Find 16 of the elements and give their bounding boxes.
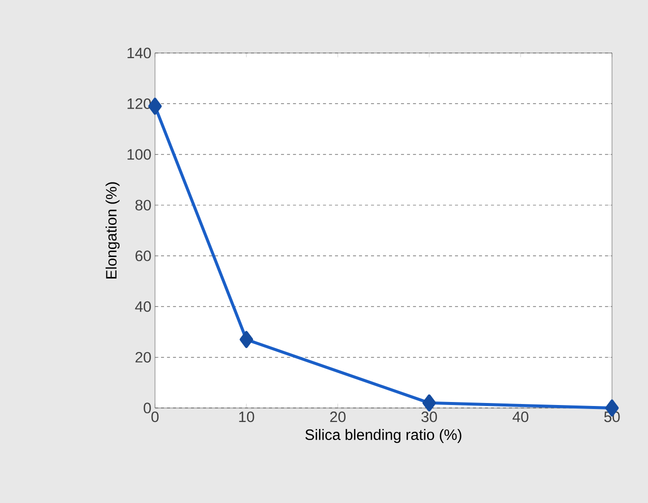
x-tick-label: 40 [512,412,528,422]
x-tick-label: 10 [239,412,254,422]
y-tick-label: 100 [128,149,151,160]
x-axis-title: Silica blending ratio (%) [305,429,462,443]
x-tick-label: 20 [330,412,346,422]
y-tick-label: 80 [135,200,151,210]
y-axis-title: Elongation (%) [106,182,120,278]
point [422,394,436,412]
x-tick-label: 30 [421,412,437,422]
y-tick-label: 0 [144,402,151,414]
y-tick-label: 40 [135,301,151,312]
x-tick-label: 0 [151,412,159,422]
y-tick-label: 20 [136,352,151,363]
y-tick-label: 140 [128,48,151,58]
y-tick-label: 60 [136,250,151,262]
point [240,331,254,348]
